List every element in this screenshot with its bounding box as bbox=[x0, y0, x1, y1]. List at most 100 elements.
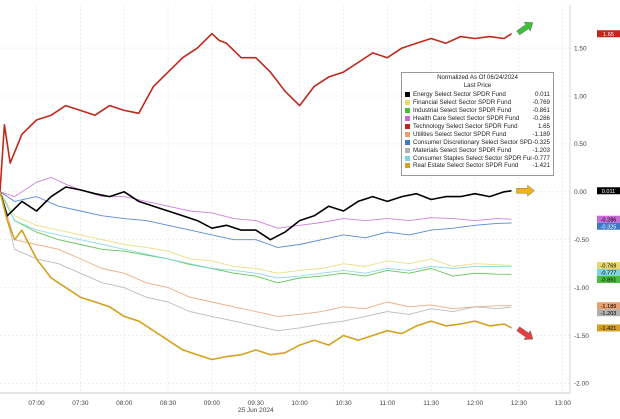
last-price-tag bbox=[597, 324, 620, 332]
y-axis: 1.50 1.00 0.50 0.00 -0.50 -1.00 -1.50 -2.00 bbox=[569, 5, 589, 393]
trend-arrows bbox=[516, 21, 535, 340]
legend-item: Health Care Select Sector SPDR Fund -0.28… bbox=[405, 115, 550, 123]
last-price-tag bbox=[597, 222, 620, 230]
trend-arrow-icon bbox=[516, 21, 534, 36]
x-tick-label: 08:30 bbox=[160, 400, 177, 407]
trend-arrow-icon bbox=[516, 326, 534, 340]
legend-series-name: Consumer Discretionary Select Sector SPD… bbox=[413, 138, 532, 146]
legend-series-name: Utilities Select Sector SPDR Fund bbox=[413, 130, 507, 138]
legend-swatch bbox=[405, 139, 410, 145]
legend-item: Technology Select Sector SPDR Fund 1.65 bbox=[405, 123, 550, 131]
series-line bbox=[0, 191, 512, 248]
legend-series-name: Health Care Select Sector SPDR Fund bbox=[413, 115, 520, 123]
legend-series-name: Materials Select Sector SPDR Fund bbox=[413, 146, 512, 154]
last-price-tag bbox=[597, 309, 620, 317]
x-tick-label: 09:30 bbox=[248, 400, 265, 407]
x-tick-label: 07:30 bbox=[72, 400, 89, 407]
y-tick-label: 0.50 bbox=[574, 141, 587, 148]
series-lines bbox=[0, 32, 512, 361]
last-price-tag bbox=[597, 302, 620, 310]
legend-series-name: Real Estate Select Sector SPDR Fund bbox=[413, 162, 519, 170]
legend-item: Industrial Select Sector SPDR Fund -0.861 bbox=[405, 107, 550, 115]
last-price-value: -1.421 bbox=[601, 326, 617, 332]
legend-swatch bbox=[405, 116, 410, 122]
legend-rows: Energy Select Sector SPDR Fund 0.011 Finan… bbox=[405, 91, 550, 170]
x-tick-label: 09:00 bbox=[204, 400, 221, 407]
x-tick-label: 10:30 bbox=[335, 400, 352, 407]
legend: Normalized As Of 06/24/2024 Last Price E… bbox=[401, 72, 554, 176]
x-tick-label: 10:00 bbox=[291, 400, 308, 407]
last-price-value: -0.286 bbox=[601, 217, 617, 223]
legend-swatch bbox=[405, 155, 410, 161]
legend-series-value: -0.325 bbox=[532, 138, 550, 146]
series-line bbox=[0, 32, 512, 192]
series-line bbox=[0, 176, 512, 229]
series-line bbox=[0, 186, 512, 241]
legend-title: Normalized As Of 06/24/2024 bbox=[437, 74, 518, 81]
last-price-value: -1.189 bbox=[601, 304, 617, 310]
legend-item: Consumer Staples Select Sector SPDR Fund… bbox=[405, 154, 550, 162]
last-price-tag bbox=[597, 30, 620, 38]
last-price-value: 0.011 bbox=[602, 189, 616, 195]
legend-swatch bbox=[405, 131, 410, 137]
arrow-shape bbox=[516, 21, 534, 36]
legend-series-name: Technology Select Sector SPDR Fund bbox=[413, 123, 518, 130]
legend-series-value: -0.286 bbox=[532, 115, 550, 123]
legend-swatch bbox=[405, 163, 410, 169]
last-price-value: 1.65 bbox=[603, 32, 614, 38]
legend-series-name: Industrial Select Sector SPDR Fund bbox=[413, 107, 512, 115]
legend-swatch bbox=[405, 108, 410, 114]
legend-series-name: Energy Select Sector SPDR Fund bbox=[413, 91, 506, 99]
last-price-value: -0.769 bbox=[601, 264, 617, 270]
legend-series-value: -0.777 bbox=[532, 154, 550, 162]
legend-swatch bbox=[405, 92, 410, 98]
last-price-value: -1.203 bbox=[601, 311, 617, 317]
legend-series-value: 0.011 bbox=[534, 91, 550, 99]
legend-series-value: -1.189 bbox=[532, 130, 550, 138]
y-tick-label: -2.00 bbox=[574, 381, 589, 388]
y-tick-label: 0.00 bbox=[574, 189, 587, 196]
x-tick-label: 12:00 bbox=[467, 400, 484, 407]
legend-series-value: -1.203 bbox=[532, 146, 550, 154]
x-tick-label: 11:00 bbox=[379, 400, 395, 407]
series-line bbox=[0, 191, 512, 274]
legend-item: Utilities Select Sector SPDR Fund -1.189 bbox=[405, 130, 550, 138]
series-line bbox=[0, 191, 512, 279]
last-price-value: -0.861 bbox=[601, 278, 617, 284]
legend-series-value: 1.65 bbox=[537, 123, 550, 130]
legend-series-value: -0.861 bbox=[532, 107, 550, 115]
last-price-tag bbox=[597, 261, 620, 269]
legend-swatch bbox=[405, 100, 410, 106]
legend-series-name: Financial Select Sector SPDR Fund bbox=[413, 99, 512, 107]
x-tick-label: 12:30 bbox=[511, 400, 528, 407]
legend-item: Consumer Discretionary Select Sector SPD… bbox=[405, 138, 550, 146]
last-price-value: -0.777 bbox=[601, 271, 617, 277]
grid bbox=[0, 5, 570, 393]
series-line bbox=[0, 191, 512, 332]
last-price-tag bbox=[597, 275, 620, 283]
legend-swatch bbox=[405, 147, 410, 153]
series-line bbox=[0, 191, 512, 317]
y-tick-label: 1.00 bbox=[574, 93, 587, 100]
y-tick-label: 1.50 bbox=[574, 45, 587, 52]
last-price-tag bbox=[597, 215, 620, 223]
last-price-value: -0.325 bbox=[601, 224, 617, 230]
x-tick-label: 13:00 bbox=[555, 400, 572, 407]
legend-series-value: -1.421 bbox=[532, 162, 550, 170]
y-tick-label: -1.00 bbox=[574, 285, 589, 292]
trend-arrow-icon bbox=[516, 184, 535, 197]
x-tick-label: 08:00 bbox=[116, 400, 133, 407]
arrow-shape bbox=[516, 326, 534, 340]
legend-swatch bbox=[405, 124, 410, 129]
x-axis: 07:00 07:30 08:00 08:30 09:00 09:30 10:00 10:30… bbox=[0, 392, 572, 414]
last-price-tag bbox=[597, 268, 620, 276]
legend-item: Financial Select Sector SPDR Fund -0.769 bbox=[405, 99, 550, 107]
series-line bbox=[0, 191, 512, 284]
x-tick-label: 07:00 bbox=[28, 400, 45, 407]
x-tick-label: 11:30 bbox=[423, 400, 439, 407]
legend-item: Energy Select Sector SPDR Fund 0.011 bbox=[405, 91, 550, 99]
legend-series-value: -0.769 bbox=[532, 99, 550, 107]
x-date-label: 25 Jun 2024 bbox=[238, 407, 274, 414]
